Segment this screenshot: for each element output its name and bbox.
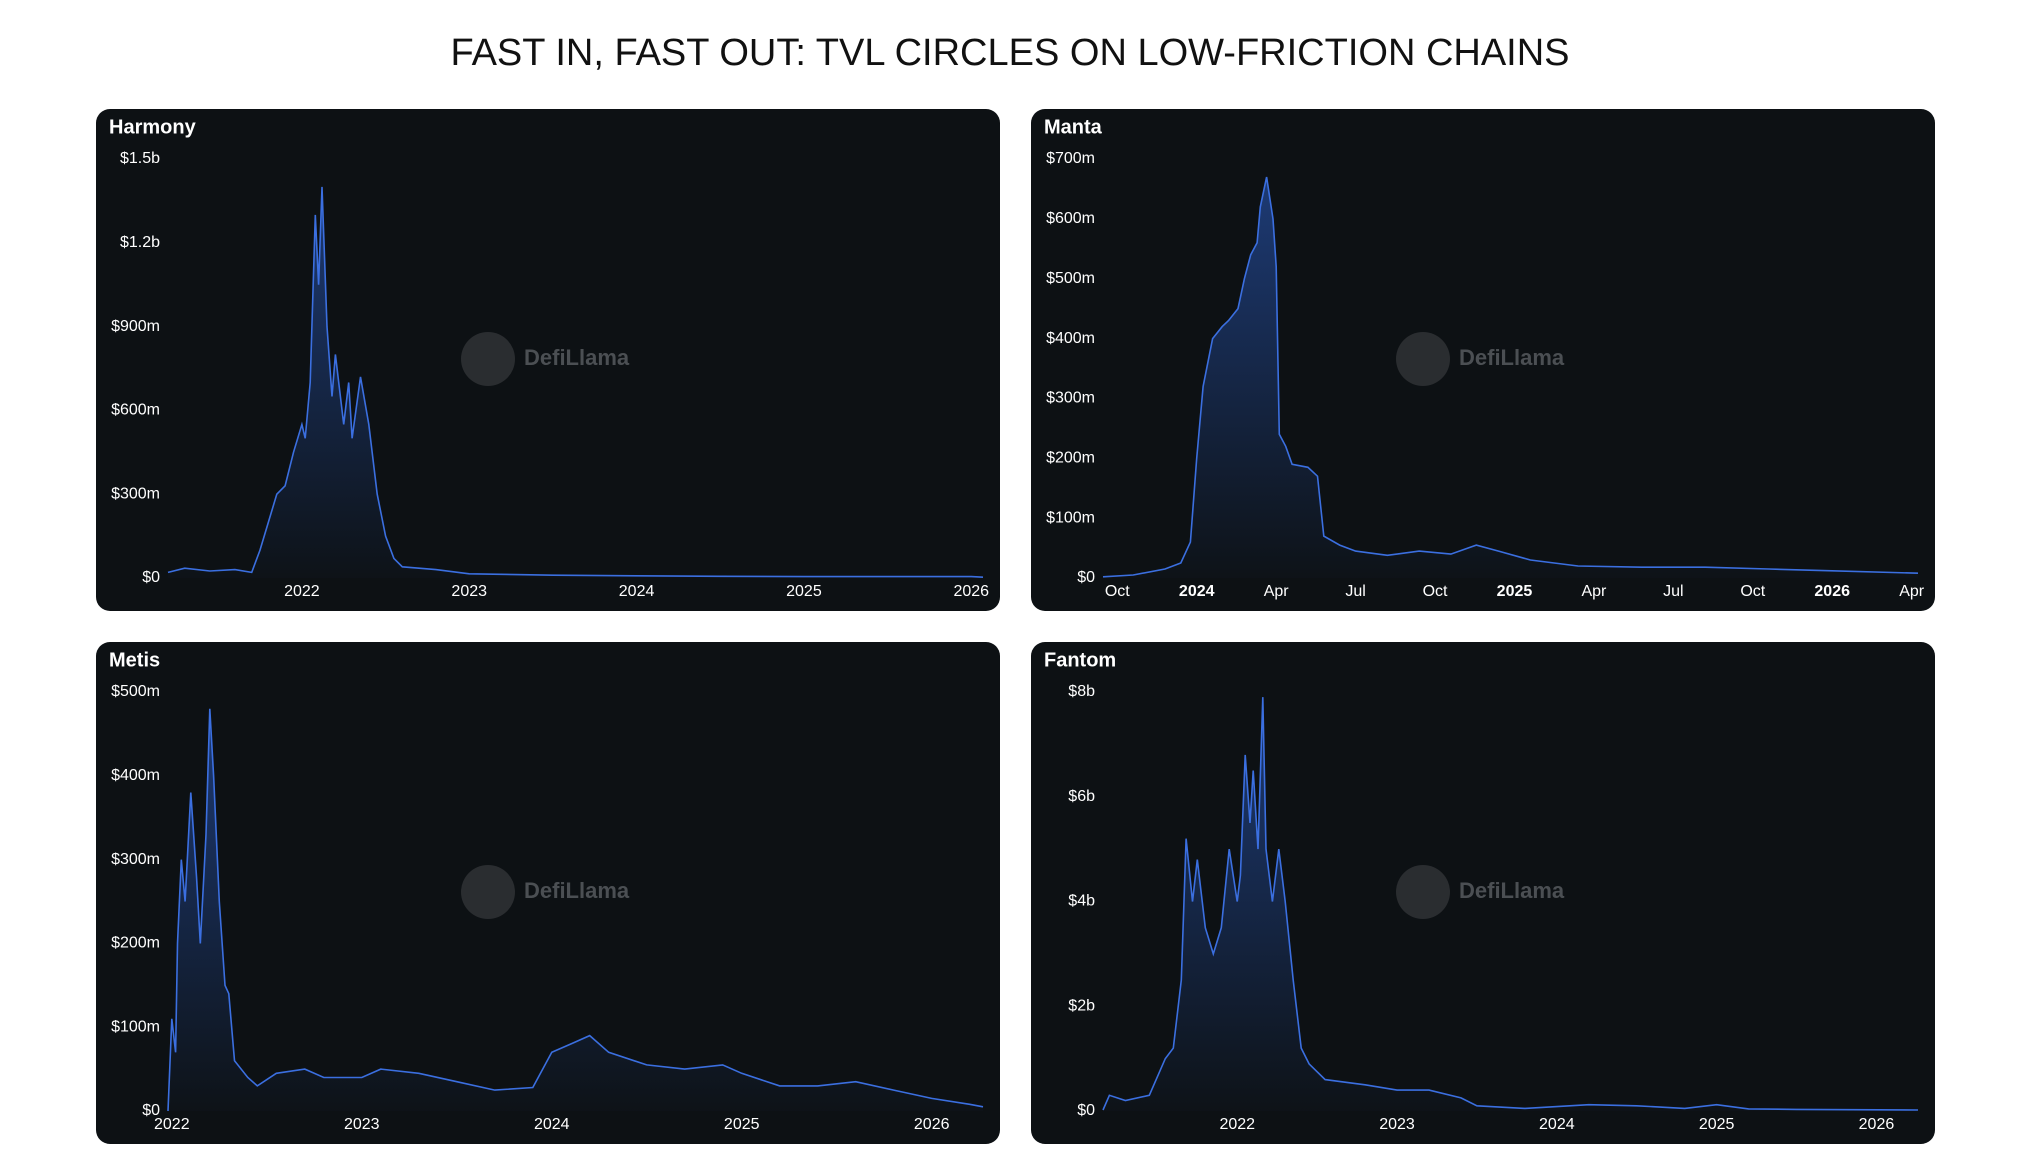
y-tick-label: $4b	[1068, 893, 1095, 910]
y-tick-label: $0	[142, 1102, 160, 1119]
x-tick-label: Oct	[1740, 583, 1765, 600]
watermark-icon	[461, 865, 515, 919]
panel: Manta DefiLlama $0 $100m $200m $300m $400m $500…	[1031, 109, 1935, 611]
watermark-icon	[461, 332, 515, 386]
y-tick-label: $500m	[1046, 270, 1095, 287]
y-tick-label: $8b	[1068, 683, 1095, 700]
x-tick-label: Apr	[1264, 583, 1290, 600]
y-tick-label: $600m	[111, 402, 160, 419]
x-tick-label: 2025	[724, 1116, 760, 1133]
x-tick-label: 2022	[284, 583, 320, 600]
line	[167, 186, 984, 578]
x-tick-label: 2025	[786, 583, 822, 600]
line	[167, 708, 984, 1112]
x-tick-label: 2026	[953, 583, 989, 600]
page-title: FAST IN, FAST OUT: TVL CIRCLES ON LOW-FR…	[450, 32, 1569, 74]
chart-title: Manta	[1044, 116, 1103, 138]
x-tick-label: 2024	[619, 583, 655, 600]
y-tick-label: $400m	[1046, 330, 1095, 347]
y-tick-label: $600m	[1046, 210, 1095, 227]
chart-title: Harmony	[109, 116, 197, 138]
y-tick-label: $200m	[1046, 450, 1095, 467]
y-tick-label: $300m	[111, 485, 160, 502]
y-tick-label: $1.5b	[120, 150, 160, 167]
area-fill	[168, 186, 983, 578]
chart-title: Metis	[109, 649, 160, 671]
watermark: DefiLlama	[1459, 345, 1565, 370]
x-tick-label: 2026	[1859, 1116, 1895, 1133]
x-tick-label: Oct	[1105, 583, 1130, 600]
y-tick-label: $0	[1077, 569, 1095, 586]
x-tick-label: Jul	[1663, 583, 1683, 600]
x-tick-label: Jul	[1345, 583, 1365, 600]
x-tick-label: 2023	[1379, 1116, 1415, 1133]
y-tick-label: $0	[142, 569, 160, 586]
x-tick-label: Apr	[1899, 583, 1925, 600]
x-tick-label: 2023	[451, 583, 487, 600]
x-tick-label: 2026	[914, 1116, 950, 1133]
y-tick-label: $400m	[111, 767, 160, 784]
y-tick-label: $0	[1077, 1102, 1095, 1119]
x-tick-label: 2024	[534, 1116, 570, 1133]
area-fill	[1103, 177, 1918, 578]
panel: Fantom DefiLlama $0 $2b $4b $6b $8b 2022 2023 202…	[1031, 642, 1935, 1144]
x-tick-label: 2024	[1179, 583, 1215, 600]
watermark: DefiLlama	[1459, 878, 1565, 903]
y-tick-label: $300m	[111, 851, 160, 868]
x-tick-label: 2026	[1814, 583, 1850, 600]
chart-title: Fantom	[1044, 649, 1116, 671]
y-tick-label: $300m	[1046, 390, 1095, 407]
area-fill	[1103, 697, 1918, 1111]
line	[1102, 176, 1919, 578]
y-tick-label: $6b	[1068, 788, 1095, 805]
x-tick-label: 2025	[1497, 583, 1533, 600]
y-tick-label: $200m	[111, 935, 160, 952]
x-tick-label: 2025	[1699, 1116, 1735, 1133]
y-tick-label: $700m	[1046, 150, 1095, 167]
x-tick-label: Apr	[1581, 583, 1607, 600]
x-tick-label: 2022	[1219, 1116, 1255, 1133]
watermark: DefiLlama	[524, 878, 630, 903]
panel-bg	[96, 642, 1000, 1144]
watermark-icon	[1396, 332, 1450, 386]
x-tick-label: 2024	[1539, 1116, 1575, 1133]
y-tick-label: $900m	[111, 318, 160, 335]
y-tick-label: $2b	[1068, 997, 1095, 1014]
panel: Metis DefiLlama $0 $100m $200m $300m $400m $500…	[96, 642, 1000, 1144]
line	[1102, 697, 1919, 1111]
watermark: DefiLlama	[524, 345, 630, 370]
panel: Harmony DefiLlama $0 $300m $600m $900m $1.2b $1…	[96, 109, 1000, 611]
y-tick-label: $100m	[111, 1018, 160, 1035]
x-tick-label: Oct	[1423, 583, 1448, 600]
y-tick-label: $100m	[1046, 509, 1095, 526]
x-tick-label: 2023	[344, 1116, 380, 1133]
watermark-icon	[1396, 865, 1450, 919]
x-tick-label: 2022	[154, 1116, 190, 1133]
y-tick-label: $500m	[111, 683, 160, 700]
y-tick-label: $1.2b	[120, 234, 160, 251]
